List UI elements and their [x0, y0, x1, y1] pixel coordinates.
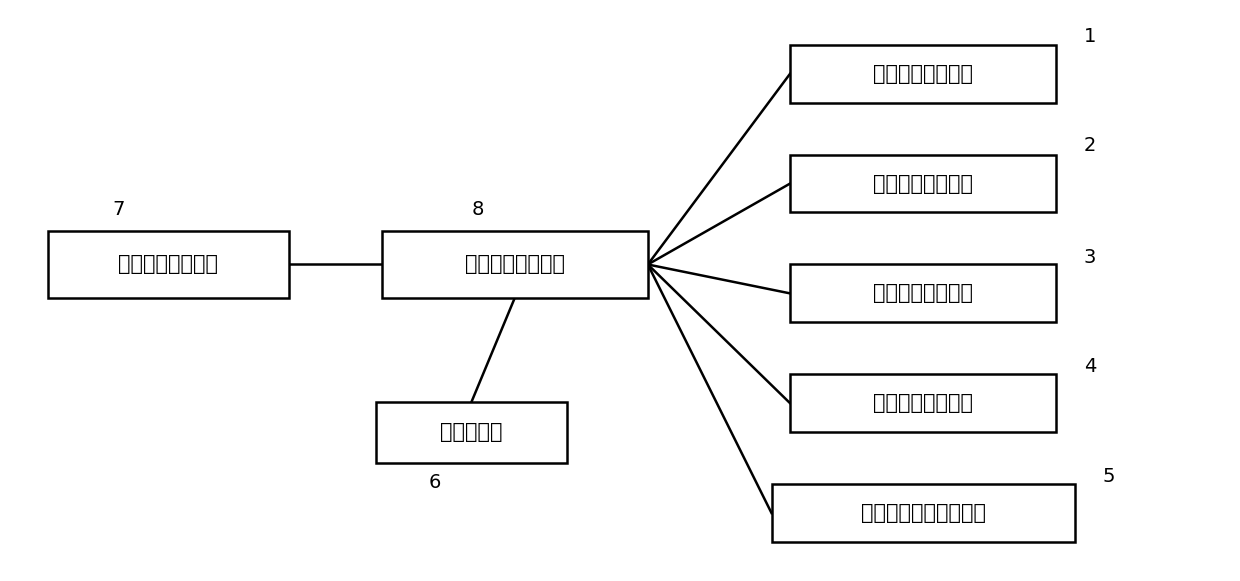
Text: 3: 3 — [1084, 248, 1096, 267]
FancyBboxPatch shape — [771, 484, 1075, 542]
FancyBboxPatch shape — [48, 231, 289, 297]
Text: 焊接电流控制模块: 焊接电流控制模块 — [873, 64, 973, 84]
Text: 5: 5 — [1102, 467, 1115, 486]
Text: 焊接角度控制模块: 焊接角度控制模块 — [873, 393, 973, 413]
Text: 7: 7 — [113, 200, 125, 219]
Text: 6: 6 — [428, 473, 440, 492]
FancyBboxPatch shape — [790, 374, 1056, 432]
Text: 焊接速度控制模块: 焊接速度控制模块 — [873, 284, 973, 303]
FancyBboxPatch shape — [790, 45, 1056, 103]
Text: 焊缝图像拍摄模块: 焊缝图像拍摄模块 — [118, 254, 218, 274]
Text: 保护气体流量控制模块: 保护气体流量控制模块 — [861, 503, 986, 523]
Text: 焊缝图像分析模块: 焊缝图像分析模块 — [465, 254, 565, 274]
Text: 数据库模块: 数据库模块 — [440, 422, 502, 442]
FancyBboxPatch shape — [790, 155, 1056, 213]
Text: 2: 2 — [1084, 137, 1096, 156]
Text: 电弧电压控制模块: 电弧电压控制模块 — [873, 174, 973, 193]
Text: 8: 8 — [471, 200, 484, 219]
FancyBboxPatch shape — [790, 264, 1056, 322]
FancyBboxPatch shape — [382, 231, 647, 297]
Text: 1: 1 — [1084, 27, 1096, 45]
FancyBboxPatch shape — [376, 402, 568, 462]
Text: 4: 4 — [1084, 357, 1096, 376]
